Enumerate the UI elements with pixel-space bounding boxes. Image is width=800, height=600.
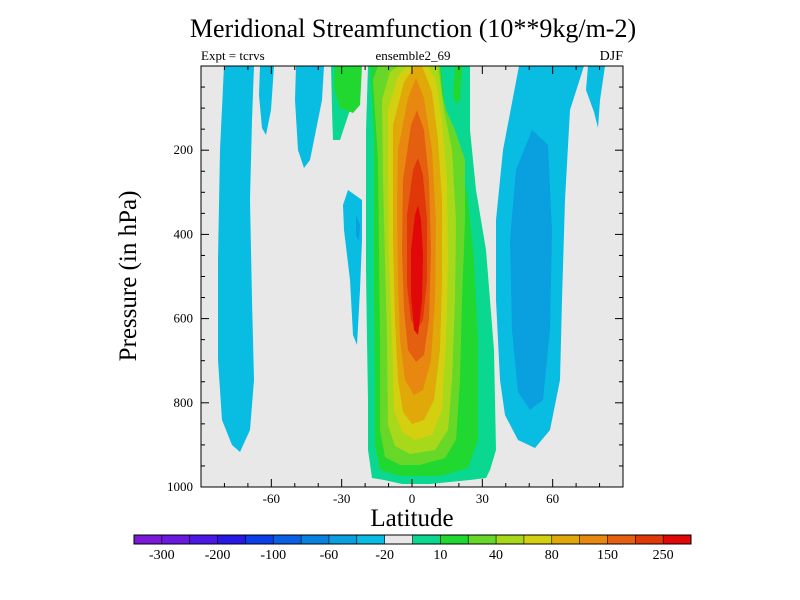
contour-polar-cell: [586, 66, 605, 128]
colorbar-label: -20: [375, 548, 394, 563]
colorbar-swatch: [301, 535, 330, 544]
colorbar-label: -60: [320, 548, 339, 563]
x-tick-label: 0: [409, 491, 416, 506]
ensemble-label: ensemble2_69: [375, 48, 451, 63]
colorbar-swatch: [523, 535, 553, 544]
contour-level-300: [411, 205, 423, 335]
colorbar-swatch: [607, 535, 636, 544]
colorbar-swatch: [189, 535, 218, 544]
colorbar-label: 10: [433, 548, 447, 563]
experiment-label: Expt = tcrvs: [201, 48, 265, 63]
contour-sh-streak-3-core: [356, 215, 360, 240]
colorbar-swatch: [328, 535, 358, 544]
colorbar-swatch: [245, 535, 274, 544]
y-tick-label: 200: [174, 142, 194, 157]
colorbar-swatch: [551, 535, 580, 544]
contour-sh-streak-2: [295, 66, 324, 168]
colorbar-swatch: [440, 535, 469, 544]
x-tick-label: 60: [546, 491, 559, 506]
x-tick-label: 30: [476, 491, 489, 506]
contour-sh-streak-1: [259, 66, 274, 135]
colorbar-swatch: [579, 535, 608, 544]
chart-title: Meridional Streamfunction (10**9kg/m-2): [189, 14, 637, 43]
colorbar-swatch: [384, 535, 413, 544]
colorbar-swatch: [134, 535, 163, 544]
contour-fills-negative: [218, 66, 605, 452]
x-tick-label: -60: [263, 491, 280, 506]
y-tick-label: 400: [174, 226, 194, 241]
colorbar-swatch: [356, 535, 386, 544]
y-axis-label: Pressure (in hPa): [115, 191, 142, 362]
x-axis-label: Latitude: [370, 505, 453, 532]
colorbar-frame: [133, 534, 692, 545]
colorbar-swatch: [217, 535, 246, 544]
colorbar: -300 -200 -100 -60 -20 10 40 80 150 250: [133, 534, 692, 563]
season-label: DJF: [599, 49, 623, 64]
colorbar-label: 250: [653, 548, 674, 563]
colorbar-swatch: [496, 535, 525, 544]
axes: -60 -30 0 30 60 200 400 600 800 1000: [167, 66, 623, 506]
colorbar-label: 150: [597, 548, 618, 563]
colorbar-swatch: [663, 535, 692, 544]
colorbar-label: -200: [205, 548, 231, 563]
contour-fills-positive: [331, 66, 496, 484]
y-tick-label: 600: [174, 311, 194, 326]
colorbar-label: 80: [545, 548, 559, 563]
x-tick-label: -30: [333, 491, 350, 506]
colorbar-swatch: [412, 535, 441, 544]
plot-area: [200, 65, 624, 488]
colorbar-swatch: [468, 535, 497, 544]
colorbar-label: -100: [260, 548, 286, 563]
colorbar-swatch: [635, 535, 664, 544]
contour-sh-ferrel: [218, 66, 254, 452]
contour-nh-ferrel-core: [510, 130, 552, 410]
y-tick-label: 1000: [167, 479, 193, 494]
colorbar-swatch: [273, 535, 302, 544]
y-tick-label: 800: [174, 395, 194, 410]
colorbar-label: 40: [489, 548, 503, 563]
colorbar-swatch: [161, 535, 191, 544]
colorbar-label: -300: [149, 548, 175, 563]
